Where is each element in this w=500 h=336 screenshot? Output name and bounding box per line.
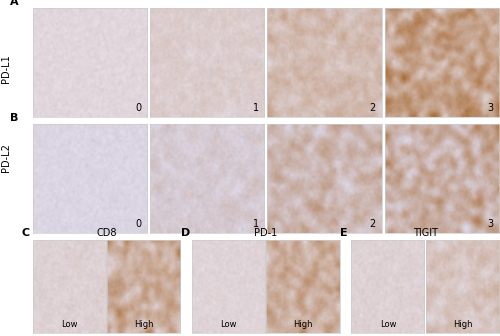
Text: High: High xyxy=(452,320,472,329)
Text: PD-1: PD-1 xyxy=(254,228,278,238)
Text: Low: Low xyxy=(61,320,78,329)
Text: 3: 3 xyxy=(487,103,494,113)
Text: C: C xyxy=(22,228,30,238)
Text: 1: 1 xyxy=(252,103,258,113)
Text: 0: 0 xyxy=(135,219,141,229)
Text: 2: 2 xyxy=(370,103,376,113)
Text: E: E xyxy=(340,228,348,238)
Text: D: D xyxy=(181,228,190,238)
Text: 0: 0 xyxy=(135,103,141,113)
Text: Low: Low xyxy=(220,320,236,329)
Text: 1: 1 xyxy=(252,219,258,229)
Text: CD8: CD8 xyxy=(96,228,116,238)
Text: PD-L1: PD-L1 xyxy=(1,54,11,83)
Text: A: A xyxy=(10,0,18,7)
Text: High: High xyxy=(294,320,313,329)
Text: B: B xyxy=(10,113,18,123)
Text: PD-L2: PD-L2 xyxy=(1,143,11,172)
Text: 3: 3 xyxy=(487,219,494,229)
Text: High: High xyxy=(134,320,154,329)
Text: 2: 2 xyxy=(370,219,376,229)
Text: TIGIT: TIGIT xyxy=(412,228,438,238)
Text: Low: Low xyxy=(380,320,396,329)
